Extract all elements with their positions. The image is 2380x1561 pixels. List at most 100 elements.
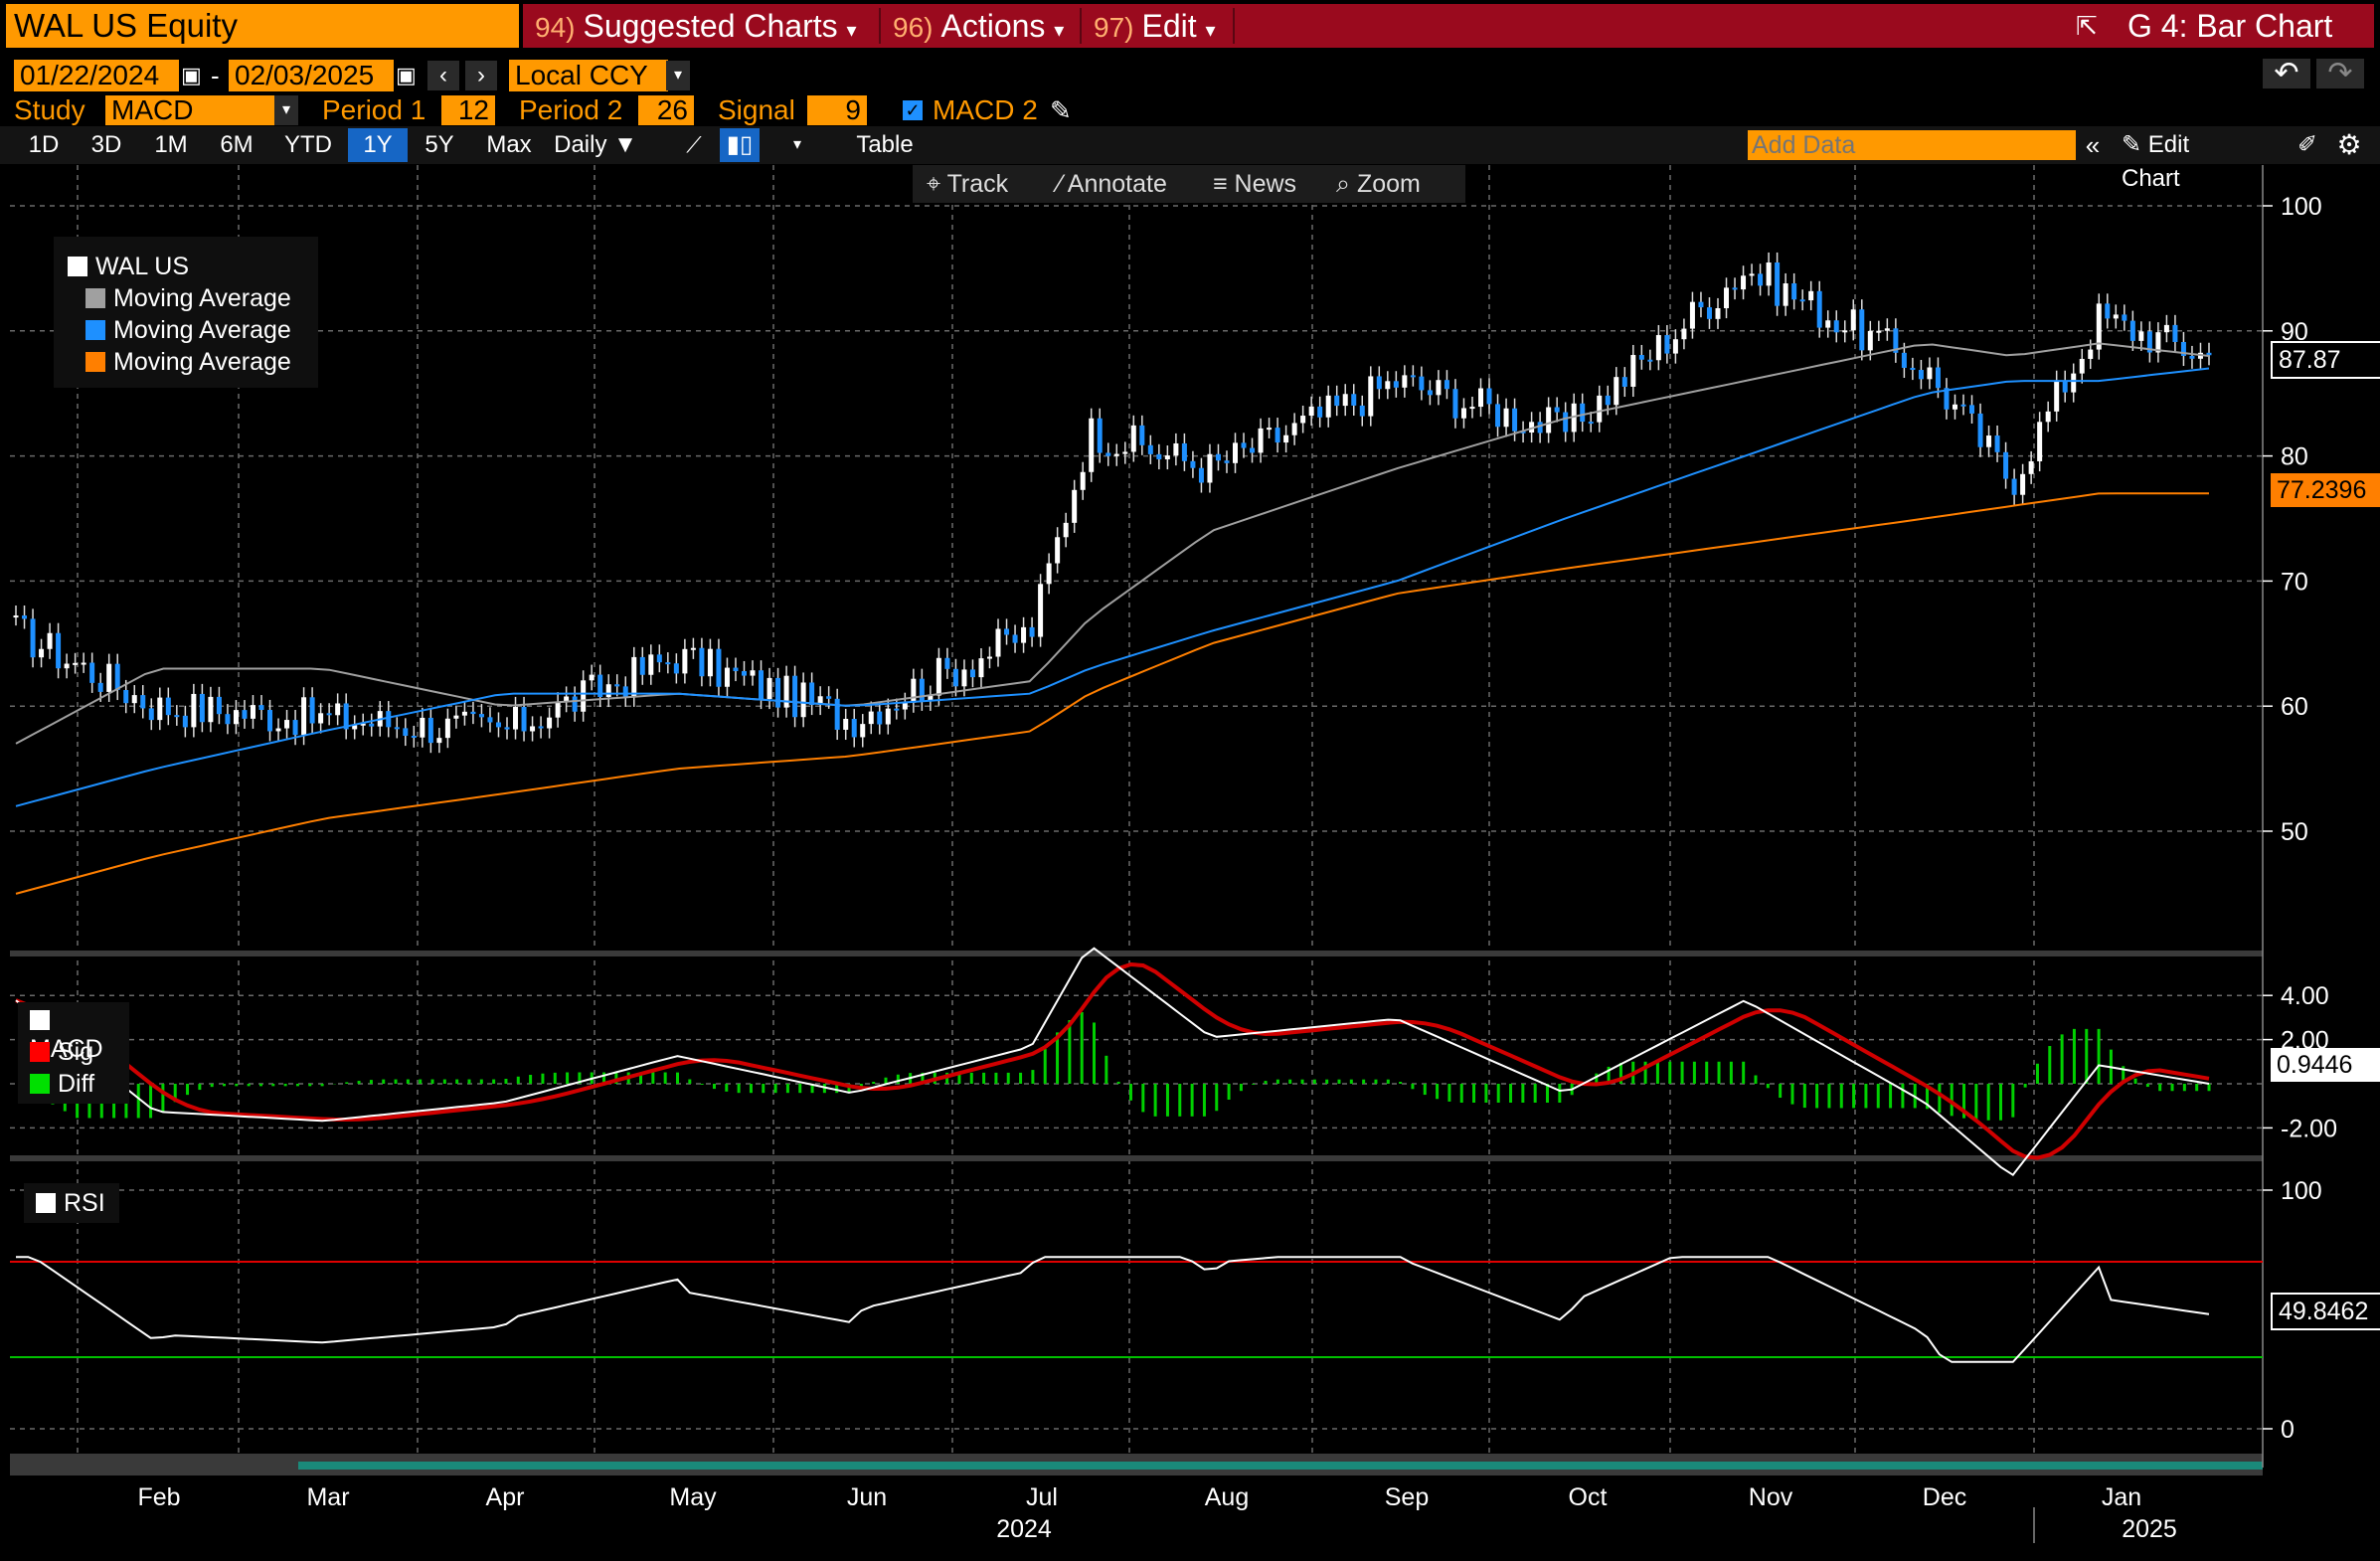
candle-body [2105,303,2111,319]
study-select[interactable]: MACD [105,95,274,125]
x-tick-label: Apr [486,1483,525,1511]
line-chart-icon[interactable]: ⟋ [686,132,702,157]
candle-body [1063,522,1069,538]
candle-body [1173,442,1179,456]
candle-body [420,717,425,738]
frequency-select[interactable]: Daily ▼ [554,131,637,158]
range-1d[interactable]: 1D [28,131,60,158]
legend-swatch [85,352,105,372]
candle-body [2096,303,2102,350]
range-6m[interactable]: 6M [220,131,254,158]
ticker-field[interactable]: WAL US Equity [6,4,519,48]
actions-menu[interactable]: 96) Actions ▾ [893,8,1065,44]
add-data-input[interactable] [1748,130,2076,160]
period2-label: Period 2 [519,94,623,125]
chevron-down-icon[interactable]: ▾ [666,61,690,90]
legend-item: Moving Average [85,316,291,345]
candle-body [2163,324,2169,333]
next-period-button[interactable]: › [465,61,497,90]
macd2-checkbox[interactable]: ✓ [903,100,923,120]
candle-body [267,710,273,732]
range-max[interactable]: Max [486,131,532,158]
period1-input[interactable]: 12 [441,95,495,125]
candle-body [1503,408,1509,428]
candle-body [1799,299,1805,302]
x-tick-label: May [669,1483,717,1511]
moving-average-line [15,367,2210,807]
popout-icon[interactable]: ⇱ [2076,11,2098,41]
undo-icon[interactable]: ↶ [2263,59,2310,88]
menu-number: 96) [893,12,934,43]
suggested-charts-menu[interactable]: 94) Suggested Charts ▾ [535,8,857,44]
redo-icon[interactable]: ↷ [2316,59,2364,88]
edit-menu[interactable]: 97) Edit ▾ [1094,8,1216,44]
candle-body [258,705,264,711]
range-1y[interactable]: 1Y [348,128,408,162]
edit-icon[interactable]: ✐ [2296,131,2318,158]
track-tool[interactable]: ⌖ Track [913,165,1060,203]
candle-body [1097,418,1103,453]
candle-body [148,708,154,721]
zoom-tool[interactable]: ⌕ Zoom [1322,165,1465,203]
panel-divider [10,951,2263,956]
news-tool[interactable]: ≡ News [1201,165,1332,203]
period1-label: Period 1 [322,94,426,125]
candle-body [1758,273,1764,286]
period2-input[interactable]: 26 [638,95,694,125]
signal-input[interactable]: 9 [807,95,867,125]
collapse-icon[interactable]: « [2085,130,2101,160]
candle-body [1986,435,1992,447]
range-5y[interactable]: 5Y [425,131,454,158]
x-tick-label: Jan [2102,1483,2141,1511]
end-date-field[interactable]: 02/03/2025 [229,60,394,91]
candle-body [2020,473,2026,495]
candle-body [1164,455,1170,460]
legend-item: Sig [30,1038,93,1067]
candle-body [1275,428,1280,443]
gear-icon[interactable]: ⚙ [2336,129,2362,160]
candle-body [470,711,476,715]
legend-swatch [36,1193,56,1213]
moving-average-line [15,342,2210,745]
currency-select[interactable]: Local CCY [509,60,668,91]
x-tick-label: Dec [1923,1483,1966,1511]
candle-chart-icon[interactable]: ▮▯ [720,128,760,162]
candle-body [1308,406,1314,417]
pencil-icon[interactable]: ✎ [1050,95,1072,125]
range-3d[interactable]: 3D [90,131,122,158]
edit-chart-button[interactable]: ✎ Edit Chart [2122,128,2249,192]
chart-type-dropdown-icon[interactable]: ▾ [792,136,802,153]
candle-body [1139,425,1145,445]
candle-body [1190,460,1196,468]
candle-body [1867,330,1873,351]
candle-body [352,725,358,730]
candle-body [995,628,1001,657]
candle-body [1334,395,1340,407]
candle-body [157,697,163,721]
y-tick-label: 100 [2281,193,2322,221]
calendar-icon[interactable]: ▣ [181,63,202,87]
edit-chart-label: Edit Chart [2122,131,2190,192]
candle-body [1741,275,1747,290]
candle-body [969,669,975,678]
macd-signal-line [15,961,2210,1160]
y-tick-label: -2.00 [2281,1115,2337,1142]
range-1m[interactable]: 1M [154,131,188,158]
candle-body [733,667,739,672]
start-date-field[interactable]: 01/22/2024 [14,60,179,91]
candle-body [1918,370,1924,380]
ma-value-label: 77.2396 [2271,473,2380,507]
prev-period-button[interactable]: ‹ [427,61,459,90]
candle-body [894,708,900,711]
legend-label: Moving Average [113,316,291,344]
x-tick-label: Aug [1205,1483,1249,1511]
table-button[interactable]: Table [856,131,914,158]
range-ytd[interactable]: YTD [284,131,332,158]
calendar-icon[interactable]: ▣ [396,63,417,87]
annotate-tool[interactable]: ⁄ Annotate [1048,165,1209,203]
candle-body [851,718,857,738]
candle-body [427,717,433,744]
chevron-down-icon[interactable]: ▾ [274,95,298,125]
